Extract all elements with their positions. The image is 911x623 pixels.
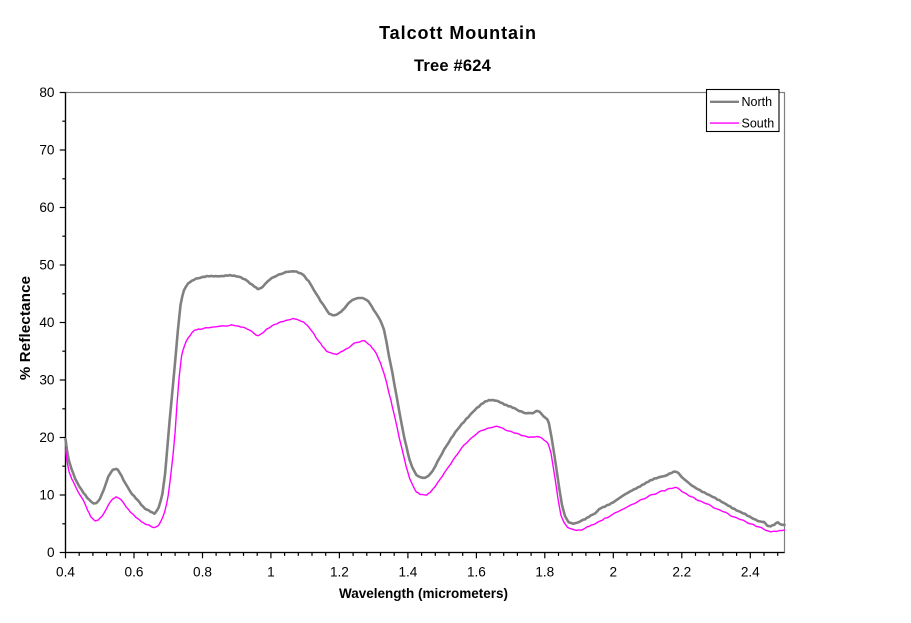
svg-text:1: 1 [267, 565, 275, 580]
svg-text:40: 40 [39, 315, 55, 330]
svg-text:North: North [742, 95, 773, 109]
svg-text:2: 2 [610, 565, 618, 580]
svg-text:2.4: 2.4 [741, 565, 760, 580]
svg-text:2.2: 2.2 [672, 565, 691, 580]
svg-text:Talcott Mountain: Talcott Mountain [379, 23, 537, 43]
svg-text:1.8: 1.8 [535, 565, 554, 580]
svg-text:30: 30 [39, 373, 55, 388]
svg-text:0.8: 0.8 [193, 565, 212, 580]
svg-text:80: 80 [39, 85, 55, 100]
svg-text:0.4: 0.4 [56, 565, 75, 580]
svg-text:Tree #624: Tree #624 [414, 57, 492, 75]
svg-text:1.2: 1.2 [330, 565, 349, 580]
svg-text:0.6: 0.6 [125, 565, 144, 580]
svg-text:0: 0 [47, 545, 55, 560]
svg-text:70: 70 [39, 143, 55, 158]
svg-text:Wavelength (micrometers): Wavelength (micrometers) [339, 586, 508, 601]
svg-text:10: 10 [39, 488, 55, 503]
svg-text:% Reflectance: % Reflectance [17, 276, 34, 380]
svg-text:20: 20 [39, 430, 55, 445]
svg-text:1.6: 1.6 [467, 565, 486, 580]
svg-text:1.4: 1.4 [398, 565, 417, 580]
svg-text:60: 60 [39, 200, 55, 215]
svg-text:South: South [742, 117, 775, 131]
svg-text:50: 50 [39, 258, 55, 273]
